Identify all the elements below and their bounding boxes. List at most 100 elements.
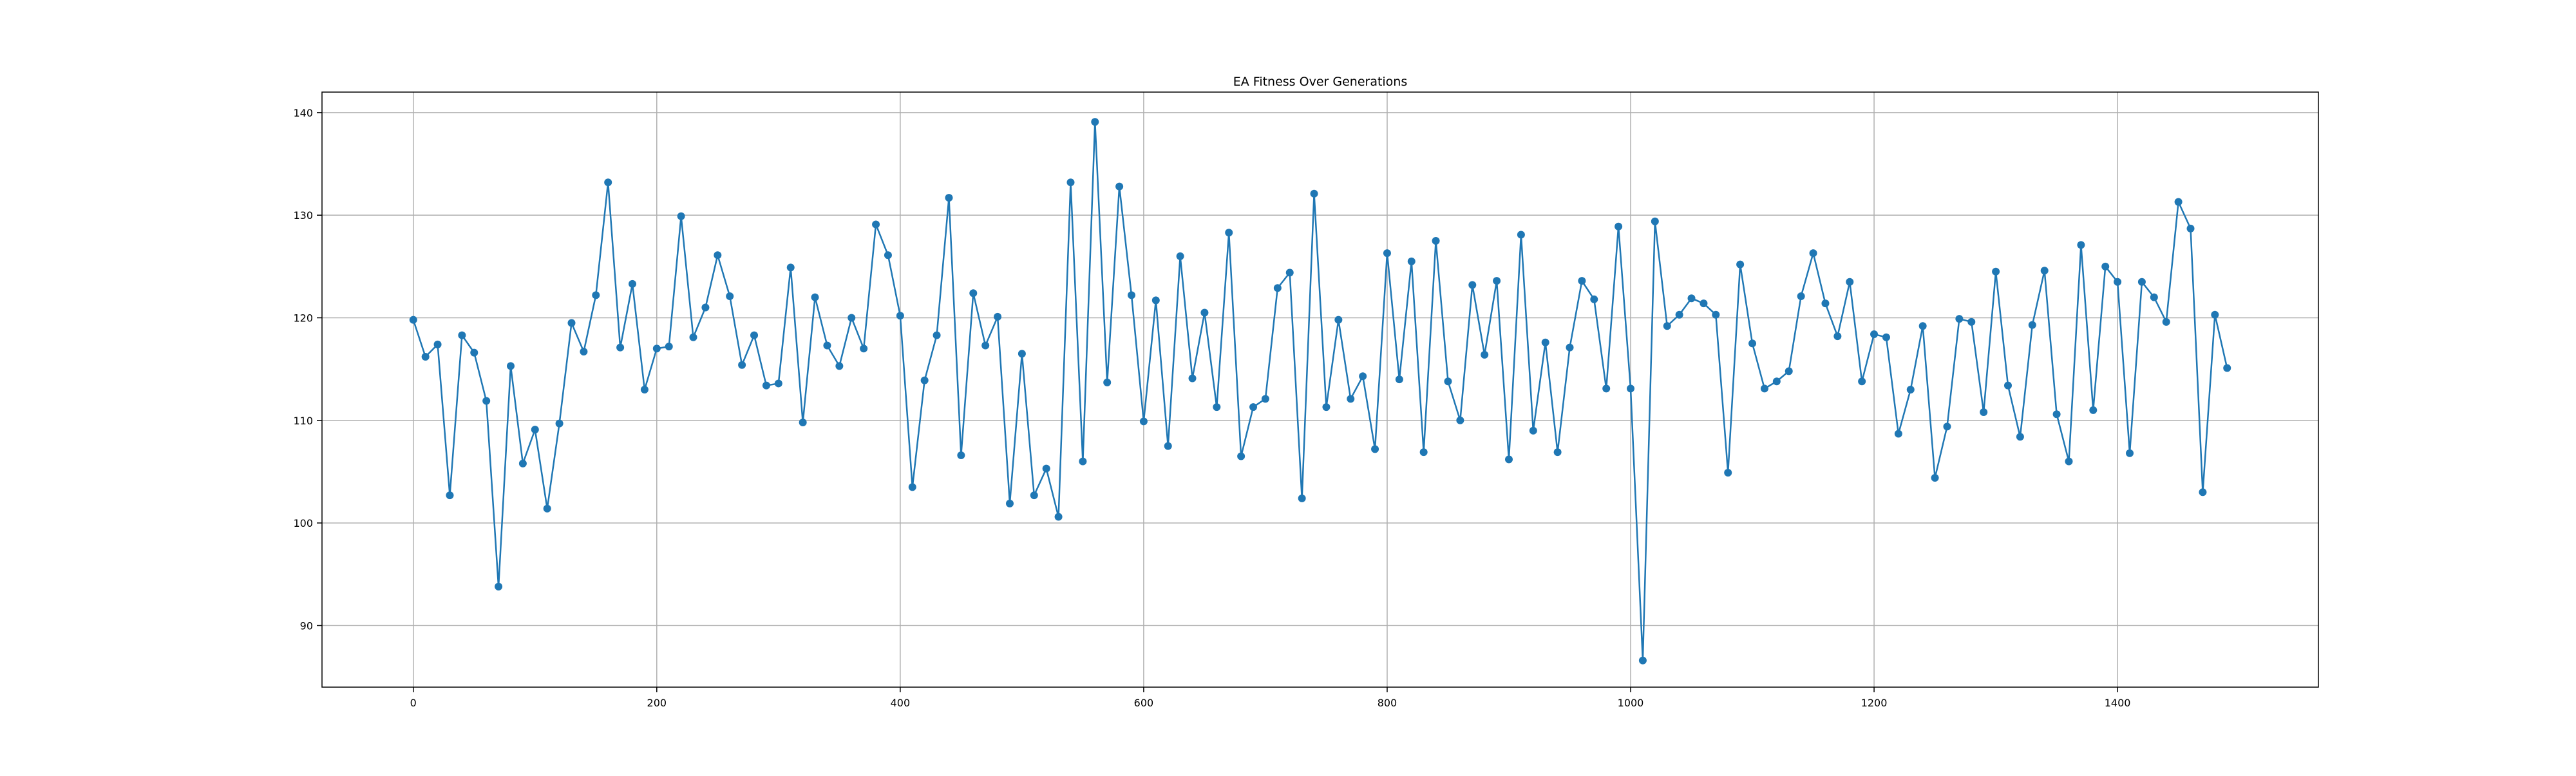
- data-point: [421, 353, 430, 361]
- data-point: [1310, 189, 1318, 198]
- data-point: [592, 291, 600, 299]
- data-point: [640, 386, 649, 393]
- data-point: [495, 582, 503, 591]
- data-point: [762, 381, 770, 390]
- data-point: [1882, 333, 1890, 341]
- data-point: [1943, 422, 1951, 431]
- data-point: [1419, 448, 1428, 457]
- data-point: [1858, 377, 1866, 386]
- data-point: [409, 316, 417, 324]
- data-point: [1395, 375, 1403, 384]
- data-point: [945, 194, 953, 202]
- y-tick-label: 140: [293, 107, 313, 119]
- data-point: [1566, 343, 1574, 352]
- data-point: [1809, 249, 1817, 258]
- data-point: [567, 319, 576, 327]
- data-point: [920, 376, 929, 384]
- data-point: [2174, 198, 2183, 206]
- data-point: [2040, 267, 2049, 275]
- data-point: [750, 331, 759, 339]
- data-point: [458, 331, 466, 339]
- data-point: [1785, 367, 1793, 375]
- data-point: [482, 397, 491, 405]
- data-point: [908, 483, 916, 491]
- y-tick-label: 120: [293, 312, 313, 324]
- data-point: [1712, 310, 1720, 319]
- data-point: [1833, 332, 1842, 341]
- data-point: [2199, 488, 2207, 497]
- x-tick-label: 400: [891, 697, 911, 709]
- data-point: [1200, 308, 1209, 317]
- y-tick-label: 90: [300, 620, 313, 632]
- data-point: [1821, 299, 1830, 308]
- data-point: [1103, 378, 1112, 386]
- data-point: [1407, 257, 1416, 265]
- data-point: [933, 331, 941, 339]
- x-tick-label: 1200: [1861, 697, 1888, 709]
- data-point: [823, 341, 831, 350]
- data-point: [1870, 330, 1879, 338]
- data-point: [1493, 277, 1501, 285]
- data-point: [1151, 296, 1160, 305]
- data-point: [1042, 464, 1050, 473]
- y-tick-label: 100: [293, 517, 313, 529]
- data-point: [738, 361, 746, 369]
- data-point: [1298, 494, 1306, 502]
- data-point: [2150, 293, 2158, 301]
- data-point: [714, 251, 722, 260]
- data-point: [2114, 278, 2122, 286]
- data-point: [1066, 178, 1075, 187]
- data-point: [1846, 278, 1854, 286]
- data-point: [1894, 430, 1902, 438]
- data-point: [1444, 377, 1452, 386]
- data-point: [433, 340, 442, 348]
- data-point: [604, 178, 612, 187]
- data-point: [1261, 395, 1269, 403]
- data-point: [994, 312, 1002, 321]
- data-point: [1054, 513, 1063, 521]
- data-point: [1091, 118, 1099, 126]
- data-point: [1651, 217, 1659, 225]
- data-point: [555, 419, 564, 428]
- data-point: [957, 451, 965, 459]
- axes-frame: [321, 91, 2319, 688]
- data-point: [2186, 224, 2195, 232]
- data-point: [1578, 277, 1586, 285]
- data-point: [543, 504, 551, 513]
- data-point: [1967, 317, 1976, 326]
- data-point: [1383, 249, 1391, 258]
- data-point: [580, 348, 588, 356]
- data-point: [1602, 384, 1611, 393]
- data-point: [1627, 384, 1635, 393]
- data-point: [860, 345, 868, 353]
- data-point: [2137, 278, 2146, 286]
- data-point: [799, 418, 807, 426]
- y-tick-label: 110: [293, 415, 313, 427]
- data-point: [2077, 241, 2085, 249]
- data-point: [1237, 452, 1245, 460]
- data-point: [872, 220, 880, 229]
- data-point: [1541, 338, 1549, 346]
- data-point: [2052, 410, 2061, 419]
- series-line: [412, 120, 2228, 661]
- data-point: [1955, 315, 1964, 323]
- data-point: [835, 362, 844, 370]
- data-point: [506, 362, 515, 370]
- data-point: [1906, 386, 1915, 393]
- data-point: [1638, 656, 1647, 665]
- data-point: [1980, 408, 1988, 417]
- data-point: [2016, 433, 2024, 441]
- x-tick-label: 1400: [2105, 697, 2131, 709]
- data-point: [1079, 457, 1087, 466]
- data-point: [1249, 403, 1258, 412]
- data-point: [616, 343, 625, 352]
- data-point: [969, 289, 978, 298]
- x-tick-label: 200: [647, 697, 667, 709]
- data-point: [1700, 299, 1708, 308]
- data-point: [1468, 281, 1477, 289]
- data-point: [1553, 448, 1562, 457]
- data-point: [446, 491, 454, 500]
